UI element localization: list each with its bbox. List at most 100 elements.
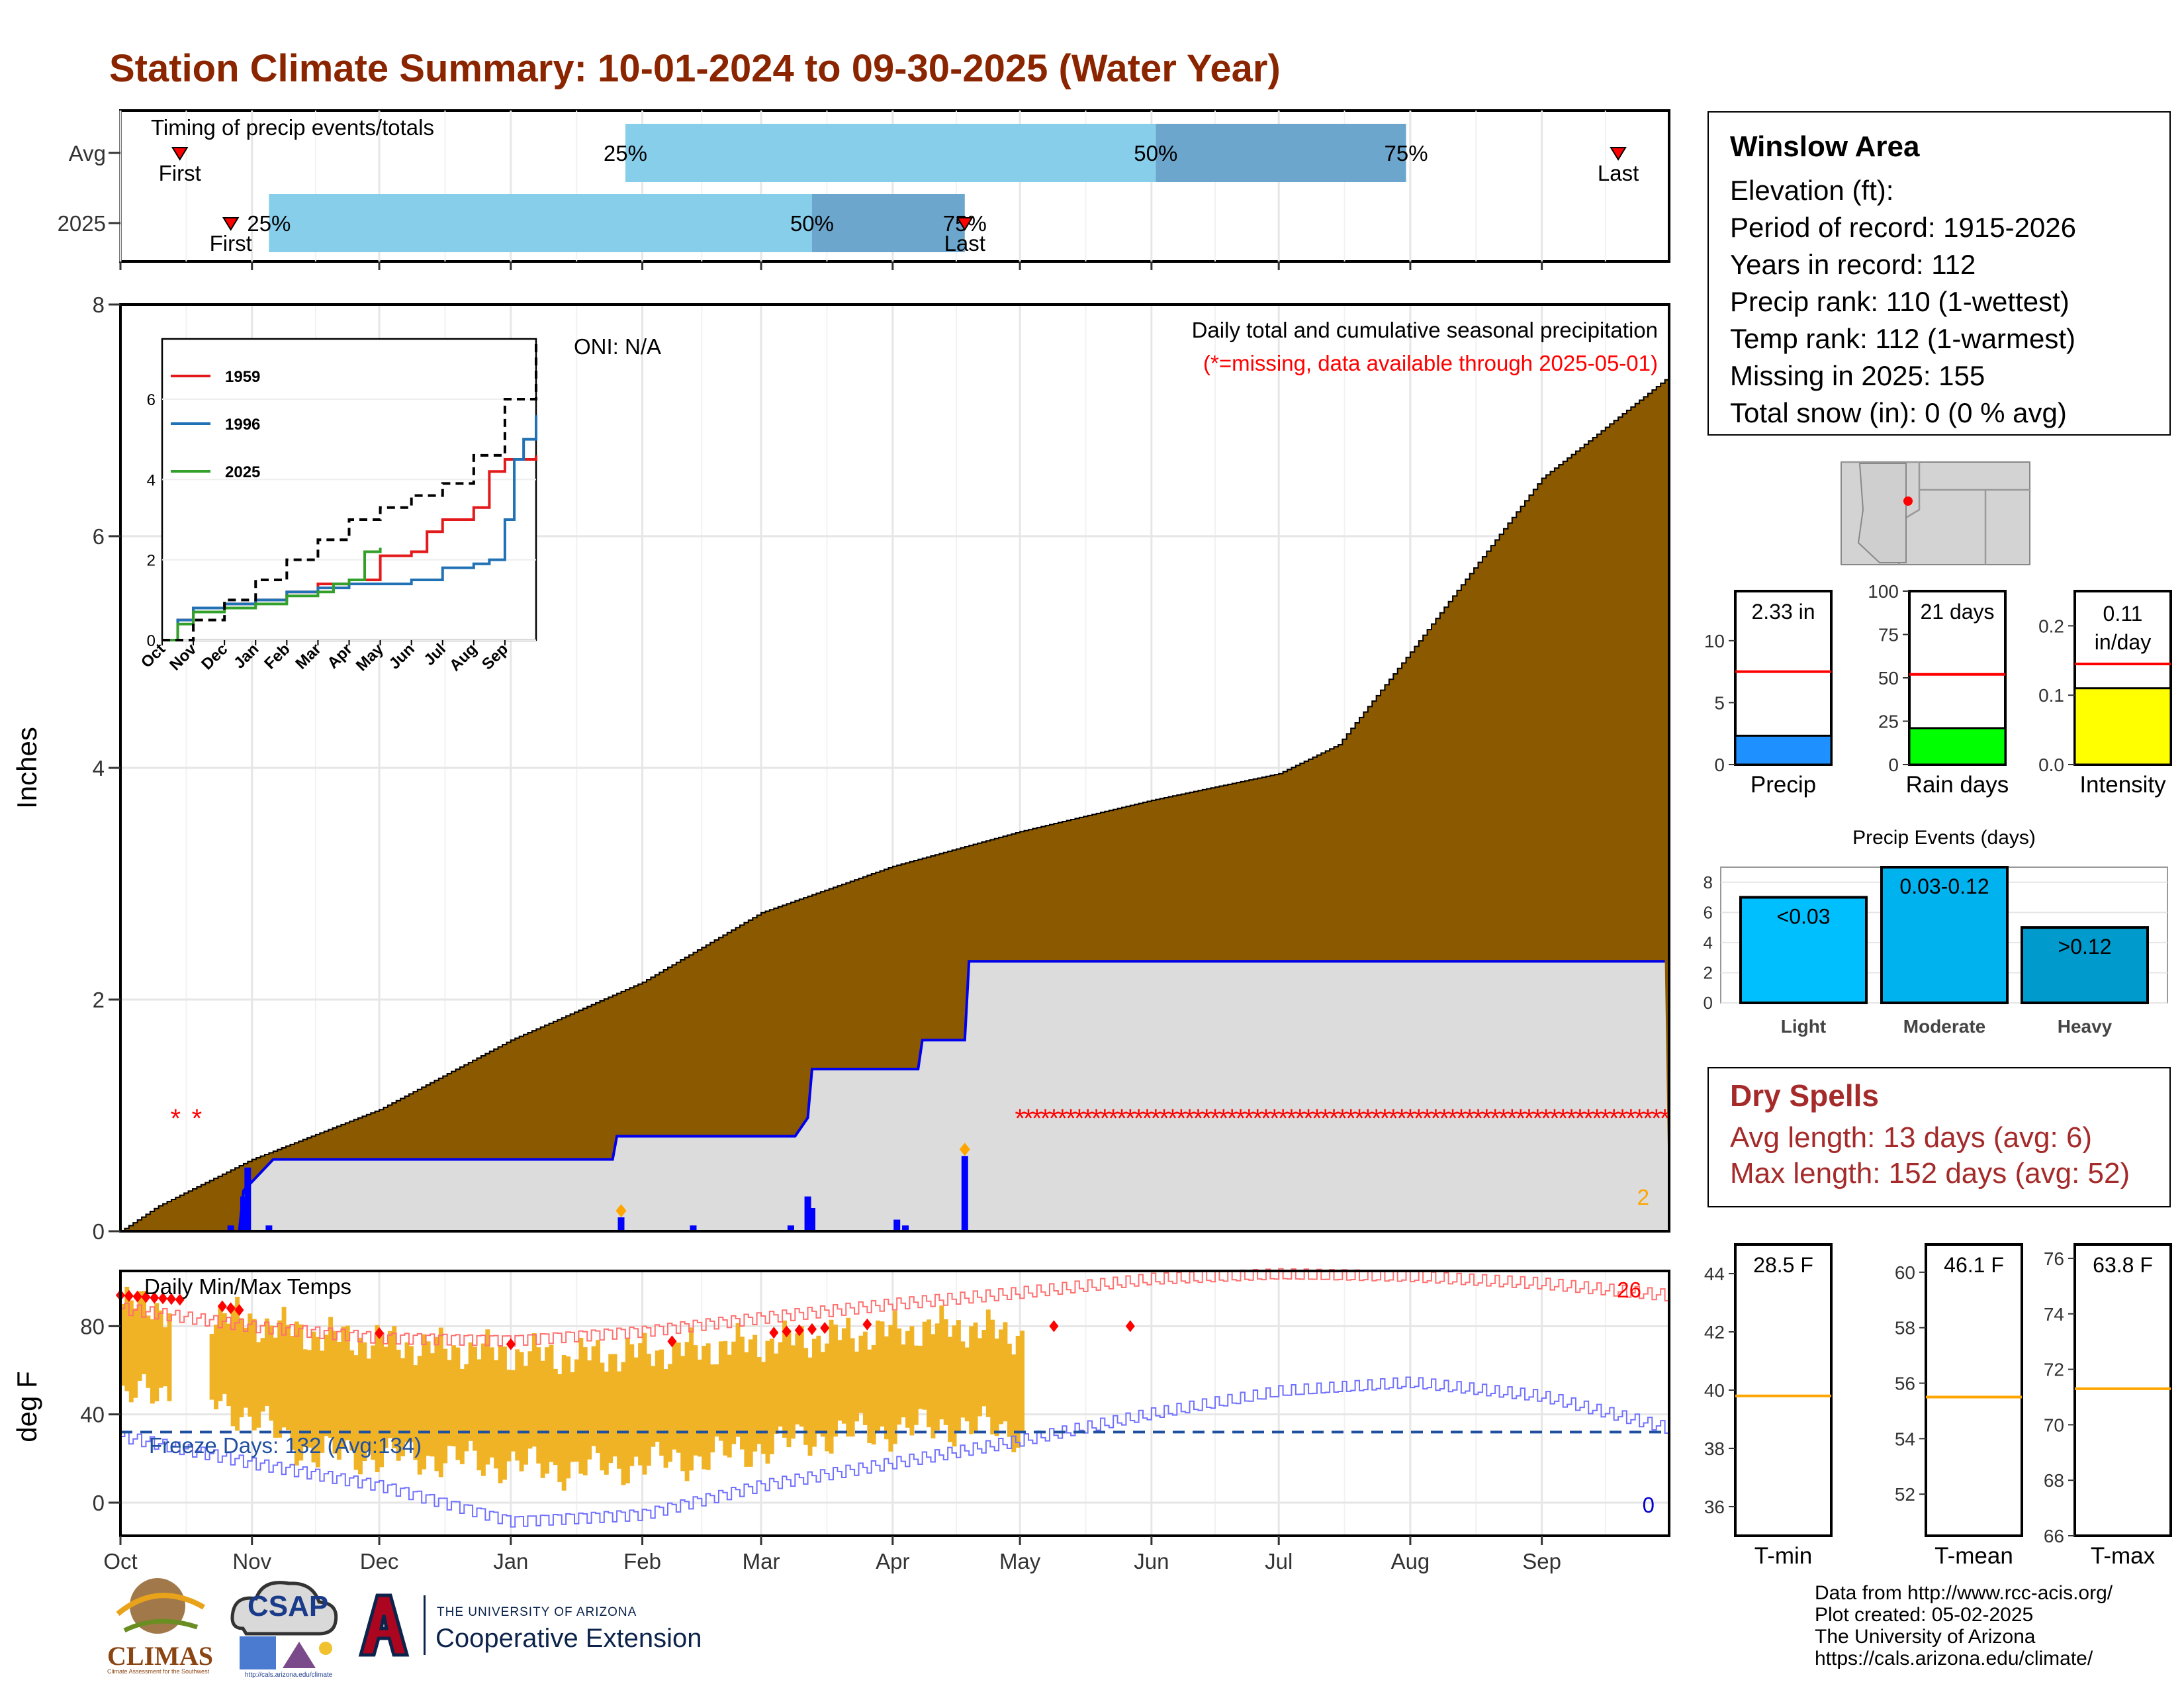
missing-marker: * xyxy=(1626,1104,1637,1133)
timing-row-label: 2025 xyxy=(58,211,106,236)
temp-y-axis: 0 40 80 xyxy=(80,1314,120,1515)
missing-marker: * xyxy=(1134,1104,1144,1133)
inset-y-tick-label: 0 xyxy=(147,632,156,650)
missing-marker: * xyxy=(1651,1104,1662,1133)
temp-bottom-count: 0 xyxy=(1643,1493,1655,1517)
csap-wordmark: CSAP xyxy=(248,1590,329,1622)
temp-daily-bar xyxy=(663,1369,668,1468)
temp-daily-bar xyxy=(689,1327,694,1471)
ua-big-text: Cooperative Extension xyxy=(435,1624,702,1653)
temp-daily-bar xyxy=(269,1325,274,1421)
temp-daily-bar xyxy=(591,1346,596,1446)
missing-marker: * xyxy=(1108,1104,1118,1133)
gauge-y-tick-label: 58 xyxy=(1895,1318,1915,1338)
gauge-y-tick-label: 38 xyxy=(1704,1438,1725,1459)
events-y-tick-label: 8 xyxy=(1704,872,1713,892)
record-marker xyxy=(506,1338,516,1350)
gauge-value-label: 63.8 F xyxy=(2093,1253,2153,1277)
temp-daily-bar xyxy=(167,1313,172,1401)
temp-daily-bar xyxy=(324,1335,329,1436)
temp-daily-bar xyxy=(633,1357,639,1457)
temp-daily-bar xyxy=(549,1344,554,1462)
station-period: Period of record: 1915-2026 xyxy=(1730,212,2077,243)
ua-small-text: THE UNIVERSITY OF ARIZONA xyxy=(437,1605,637,1619)
missing-marker: * xyxy=(1380,1104,1390,1133)
gauge-y-tick-label: 36 xyxy=(1704,1497,1725,1517)
dry-spells-max: Max length: 152 days (avg: 52) xyxy=(1730,1157,2130,1190)
timing-first-marker xyxy=(222,217,240,231)
temp-daily-bar xyxy=(477,1359,482,1471)
missing-marker: * xyxy=(1439,1104,1449,1133)
temp-daily-bar xyxy=(239,1318,244,1418)
temp-daily-bar xyxy=(158,1310,163,1388)
missing-marker: * xyxy=(1583,1104,1594,1133)
temp-daily-bar xyxy=(867,1349,872,1443)
temp-daily-bar xyxy=(659,1349,664,1456)
temp-daily-bar xyxy=(956,1320,961,1432)
missing-marker: * xyxy=(171,1104,181,1133)
temp-daily-bar xyxy=(392,1326,397,1448)
temp-daily-bar xyxy=(536,1347,541,1464)
temp-daily-bar xyxy=(307,1350,312,1448)
temp-daily-bar xyxy=(862,1331,868,1425)
temp-daily-bar xyxy=(578,1337,584,1474)
temp-daily-bar xyxy=(502,1346,507,1480)
gauge-value-label: 2.33 in xyxy=(1751,600,1815,624)
temp-daily-bar xyxy=(235,1297,240,1431)
climas-logo: CLIMAS Climate Assessment for the Southw… xyxy=(105,1574,213,1680)
precip-y-tick-label: 0 xyxy=(93,1219,105,1244)
temp-daily-bar xyxy=(934,1323,940,1430)
temp-daily-bar xyxy=(146,1315,151,1388)
gauge-frame xyxy=(1925,1243,2023,1537)
temp-daily-bar xyxy=(447,1360,452,1446)
missing-marker: * xyxy=(1422,1104,1433,1133)
station-precip-rank: Precip rank: 110 (1-wettest) xyxy=(1730,286,2070,317)
temp-daily-bar xyxy=(434,1336,439,1472)
gauge-y-tick-label: 60 xyxy=(1895,1262,1915,1283)
temp-daily-bar xyxy=(124,1286,130,1391)
missing-marker: * xyxy=(1558,1104,1569,1133)
missing-marker: * xyxy=(1218,1104,1229,1133)
record-marker xyxy=(175,1293,185,1306)
temp-daily-bar xyxy=(939,1305,944,1420)
inset-series-line xyxy=(162,547,382,641)
temp-daily-bar xyxy=(498,1346,503,1483)
temp-daily-bar xyxy=(735,1323,741,1437)
temp-daily-bar xyxy=(625,1338,630,1483)
missing-marker: * xyxy=(1295,1104,1305,1133)
temp-daily-bar xyxy=(892,1311,897,1444)
precip-title: Daily total and cumulative seasonal prec… xyxy=(1192,318,1658,342)
daily-precip-bar xyxy=(265,1225,273,1231)
csap-logo: CSAP http://cals.arizona.edu/climate xyxy=(226,1575,342,1681)
timing-bar-light xyxy=(625,124,1156,182)
month-axis: Oct Nov Dec Jan Feb Mar Apr May Jun Jul Aug Sep xyxy=(103,1536,1561,1573)
temp-daily-bar xyxy=(668,1364,672,1462)
temp-daily-bar xyxy=(803,1348,809,1445)
record-marker xyxy=(820,1322,830,1335)
temp-daily-bar xyxy=(430,1353,435,1457)
timing-pct-label: 25% xyxy=(247,211,291,236)
inset-y-tick-label: 4 xyxy=(147,471,156,489)
missing-marker: * xyxy=(1532,1104,1543,1133)
missing-marker: * xyxy=(1320,1104,1331,1133)
missing-marker: * xyxy=(1032,1104,1042,1133)
timing-first-marker xyxy=(171,147,189,161)
missing-marker: * xyxy=(1074,1104,1085,1133)
temp-daily-bar xyxy=(990,1319,995,1434)
temp-title: Daily Min/Max Temps xyxy=(144,1274,351,1299)
events-bar xyxy=(2021,926,2149,1004)
temp-daily-bar xyxy=(345,1325,350,1440)
temp-daily-bar xyxy=(371,1345,376,1460)
record-marker xyxy=(234,1304,244,1317)
temp-daily-bar xyxy=(298,1324,304,1461)
timing-pct-label: 50% xyxy=(1134,141,1177,165)
record-marker xyxy=(1049,1320,1059,1333)
temp-daily-bar xyxy=(1020,1331,1025,1431)
missing-marker: * xyxy=(1269,1104,1280,1133)
temp-daily-bar xyxy=(744,1352,749,1467)
observed-cumulative-area xyxy=(120,961,1669,1231)
timing-first-label: First xyxy=(210,231,252,256)
missing-marker: * xyxy=(1345,1104,1356,1133)
temp-daily-bar xyxy=(646,1354,651,1466)
missing-marker: * xyxy=(1125,1104,1136,1133)
